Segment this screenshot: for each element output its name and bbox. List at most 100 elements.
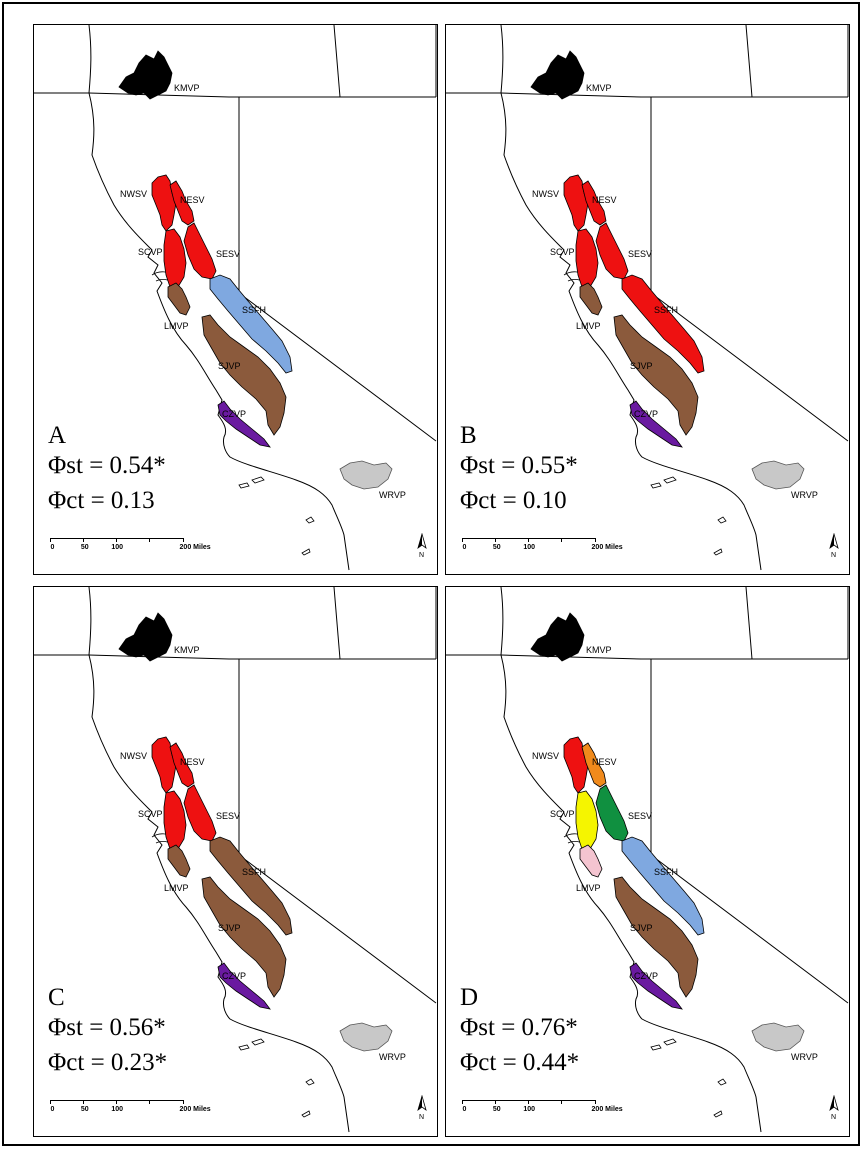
scale-tick bbox=[116, 538, 117, 542]
scale-bar: 0 50 100 200 Miles bbox=[458, 530, 648, 560]
panel-letter: D bbox=[460, 984, 479, 1011]
label-nesv: NESV bbox=[180, 195, 205, 205]
label-lmvp: LMVP bbox=[576, 321, 601, 331]
label-czvp: CZVP bbox=[222, 971, 246, 981]
label-ssfh: SSFH bbox=[242, 867, 266, 877]
california-map: KMVP NWSV NESV SCVP SESV LMVP SSFH SJVP … bbox=[34, 25, 437, 571]
scale-label-0: 0 bbox=[50, 544, 55, 551]
channel-island bbox=[238, 482, 250, 489]
label-sjvp: SJVP bbox=[630, 361, 653, 371]
region-ssfh bbox=[621, 274, 705, 374]
channel-island bbox=[650, 1044, 662, 1051]
region-czvp bbox=[217, 962, 271, 1010]
scale-tick bbox=[50, 1100, 51, 1104]
region-lmvp bbox=[579, 282, 603, 316]
channel-island bbox=[650, 482, 662, 489]
label-kmvp: KMVP bbox=[174, 645, 200, 655]
region-nesv bbox=[169, 742, 195, 788]
scale-label-50: 50 bbox=[492, 1106, 501, 1113]
label-nwsv: NWSV bbox=[532, 189, 559, 199]
channel-island bbox=[305, 1078, 315, 1086]
label-wrvp: WRVP bbox=[791, 490, 818, 500]
region-scvp bbox=[575, 790, 599, 850]
panel-letter: A bbox=[48, 422, 67, 449]
label-ssfh: SSFH bbox=[654, 305, 678, 315]
region-kmvp bbox=[118, 612, 173, 662]
label-sjvp: SJVP bbox=[630, 923, 653, 933]
channel-island bbox=[305, 516, 315, 524]
california-map: KMVP NWSV NESV SCVP SESV LMVP SSFH SJVP … bbox=[446, 587, 849, 1133]
scale-tick bbox=[495, 1100, 496, 1104]
region-sjvp bbox=[613, 876, 699, 998]
label-nesv: NESV bbox=[592, 195, 617, 205]
region-wrvp bbox=[751, 460, 805, 490]
phi-st-value: Φst = 0.55* bbox=[460, 452, 578, 479]
channel-island bbox=[663, 1038, 677, 1046]
scale-label-100: 100 bbox=[523, 1106, 536, 1113]
scale-tick bbox=[561, 538, 562, 542]
scale-label-50: 50 bbox=[80, 1106, 89, 1113]
region-nesv bbox=[581, 180, 607, 226]
oregon-border bbox=[34, 654, 436, 660]
map-panel-b: KMVP NWSV NESV SCVP SESV LMVP SSFH SJVP … bbox=[445, 24, 850, 575]
region-scvp bbox=[163, 790, 187, 850]
channel-island bbox=[301, 548, 311, 556]
north-arrow-icon: N bbox=[417, 533, 427, 559]
region-nwsv bbox=[151, 736, 177, 794]
map-panel-a: KMVP NWSV NESV SCVP SESV LMVP SSFH SJVP … bbox=[33, 24, 438, 575]
oregon-border bbox=[446, 654, 848, 660]
region-kmvp bbox=[118, 50, 173, 100]
channel-island bbox=[251, 1038, 265, 1046]
idaho-border bbox=[333, 587, 341, 660]
region-ssfh bbox=[621, 836, 705, 936]
label-nwsv: NWSV bbox=[120, 189, 147, 199]
idaho-border bbox=[745, 587, 753, 660]
channel-island bbox=[713, 1110, 723, 1118]
label-sesv: SESV bbox=[628, 249, 652, 259]
channel-island bbox=[717, 516, 727, 524]
scale-label-100: 100 bbox=[111, 544, 124, 551]
scale-label-0: 0 bbox=[462, 1106, 467, 1113]
region-nwsv bbox=[563, 736, 589, 794]
scale-label-0: 0 bbox=[462, 544, 467, 551]
scale-tick bbox=[183, 538, 184, 542]
channel-island bbox=[663, 476, 677, 484]
region-lmvp bbox=[579, 844, 603, 878]
region-sjvp bbox=[613, 314, 699, 436]
region-ssfh bbox=[209, 274, 293, 374]
map-panel-c: KMVP NWSV NESV SCVP SESV LMVP SSFH SJVP … bbox=[33, 586, 438, 1137]
phi-ct-value: Φct = 0.23* bbox=[48, 1049, 168, 1076]
label-sjvp: SJVP bbox=[218, 923, 241, 933]
label-scvp: SCVP bbox=[138, 247, 163, 257]
idaho-border bbox=[333, 25, 341, 98]
scale-label-50: 50 bbox=[80, 544, 89, 551]
label-czvp: CZVP bbox=[634, 409, 658, 419]
label-sjvp: SJVP bbox=[218, 361, 241, 371]
region-czvp bbox=[217, 400, 271, 448]
region-czvp bbox=[629, 962, 683, 1010]
scale-bar: 0 50 100 200 Miles bbox=[46, 1092, 236, 1122]
oregon-border bbox=[446, 92, 848, 98]
label-scvp: SCVP bbox=[138, 809, 163, 819]
label-czvp: CZVP bbox=[222, 409, 246, 419]
phi-st-value: Φst = 0.56* bbox=[48, 1014, 166, 1041]
region-sjvp bbox=[201, 314, 287, 436]
scale-tick bbox=[83, 1100, 84, 1104]
scale-tick bbox=[116, 1100, 117, 1104]
scale-label-200: 200 Miles bbox=[591, 544, 623, 551]
region-kmvp bbox=[530, 50, 585, 100]
label-lmvp: LMVP bbox=[576, 883, 601, 893]
label-kmvp: KMVP bbox=[586, 645, 612, 655]
region-ssfh bbox=[209, 836, 293, 936]
label-sesv: SESV bbox=[628, 811, 652, 821]
region-nesv bbox=[169, 180, 195, 226]
scale-tick bbox=[50, 538, 51, 542]
region-nwsv bbox=[563, 174, 589, 232]
panel-letter: B bbox=[460, 422, 477, 449]
region-sesv bbox=[183, 222, 217, 280]
north-label: N bbox=[419, 1114, 424, 1121]
north-arrow-icon: N bbox=[829, 1095, 839, 1121]
map-panel-d: KMVP NWSV NESV SCVP SESV LMVP SSFH SJVP … bbox=[445, 586, 850, 1137]
coastline bbox=[88, 587, 350, 1133]
phi-ct-value: Φct = 0.44* bbox=[460, 1049, 580, 1076]
